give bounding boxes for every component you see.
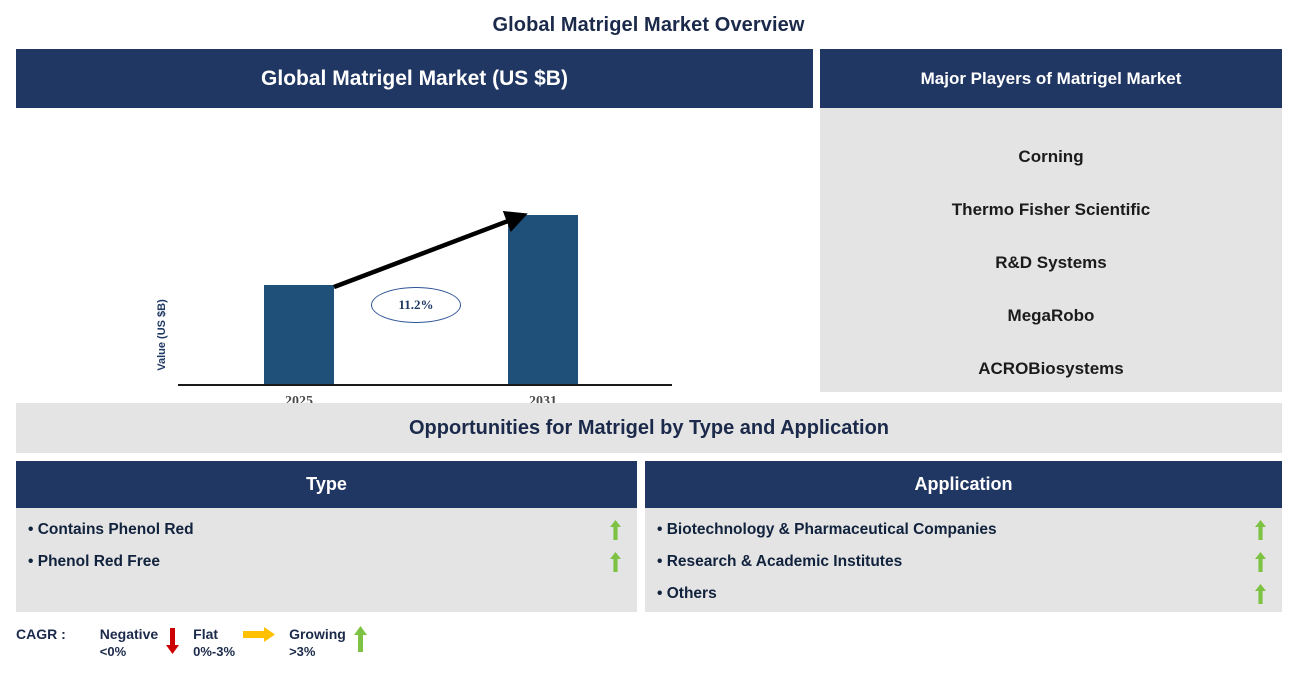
bar-2031	[508, 215, 578, 384]
application-table: Application • Biotechnology & Pharmaceut…	[645, 461, 1282, 612]
arrow-up-green-icon	[1255, 584, 1266, 604]
chart-x-axis-line	[178, 384, 672, 386]
arrow-up-green-icon	[610, 520, 621, 540]
table-row: • Contains Phenol Red	[16, 514, 637, 546]
major-players-card: Major Players of Matrigel Market Corning…	[820, 49, 1282, 392]
list-item: ACROBiosystems	[978, 359, 1124, 378]
cagr-legend-entry-flat: Flat 0%-3%	[193, 626, 283, 660]
players-list: Corning Thermo Fisher Scientific R&D Sys…	[820, 108, 1282, 392]
arrow-down-red-icon	[166, 628, 180, 654]
players-card-header: Major Players of Matrigel Market	[820, 49, 1282, 108]
market-chart-card: Global Matrigel Market (US $B) Value (US…	[16, 49, 813, 480]
cagr-legend-range: 0%-3%	[193, 644, 236, 659]
cagr-growth-arrow-icon	[333, 210, 528, 290]
chart-card-header: Global Matrigel Market (US $B)	[16, 49, 813, 108]
cagr-legend-range: >3%	[289, 644, 316, 659]
application-table-body: • Biotechnology & Pharmaceutical Compani…	[645, 508, 1282, 612]
table-row-label: • Research & Academic Institutes	[657, 553, 903, 570]
table-row-label: • Contains Phenol Red	[28, 521, 194, 538]
arrow-up-green-icon	[353, 626, 367, 652]
list-item: R&D Systems	[995, 253, 1107, 272]
arrow-right-yellow-icon	[243, 627, 276, 642]
cagr-value-badge: 11.2%	[371, 287, 461, 323]
cagr-legend-range: <0%	[99, 644, 127, 659]
table-row: • Research & Academic Institutes	[645, 546, 1282, 578]
cagr-legend-title: CAGR :	[16, 626, 66, 642]
arrow-up-green-icon	[1255, 520, 1266, 540]
table-row: • Phenol Red Free	[16, 546, 637, 578]
opportunities-banner: Opportunities for Matrigel by Type and A…	[16, 403, 1282, 453]
table-row-label: • Others	[657, 585, 717, 602]
table-row-label: • Phenol Red Free	[28, 553, 161, 570]
list-item: Corning	[1018, 147, 1084, 166]
type-table-body: • Contains Phenol Red • Phenol Red Free	[16, 508, 637, 612]
cagr-legend-entry-growing: Growing >3%	[289, 626, 375, 660]
chart-y-axis-title: Value (US $B)	[156, 299, 168, 371]
table-row: • Others	[645, 578, 1282, 610]
cagr-legend-word: Growing	[289, 626, 346, 642]
cagr-legend-entry-negative: Negative <0%	[100, 626, 187, 660]
table-row-label: • Biotechnology & Pharmaceutical Compani…	[657, 521, 997, 538]
arrow-up-green-icon	[610, 552, 621, 572]
cagr-legend-word: Negative	[99, 626, 159, 642]
list-item: Thermo Fisher Scientific	[951, 200, 1151, 219]
type-table-header: Type	[16, 461, 637, 508]
application-table-header: Application	[645, 461, 1282, 508]
page-title: Global Matrigel Market Overview	[492, 14, 805, 36]
cagr-legend-word: Flat	[193, 626, 219, 642]
table-row: • Biotechnology & Pharmaceutical Compani…	[645, 514, 1282, 546]
cagr-legend: CAGR : Negative <0% Flat 0%-3% Growing >…	[16, 626, 616, 670]
list-item: MegaRobo	[1007, 306, 1095, 325]
arrow-up-green-icon	[1255, 552, 1266, 572]
bar-chart: Value (US $B) 11.2% 2025 2031 Source : L…	[16, 108, 813, 480]
bar-2025	[264, 285, 334, 384]
type-table: Type • Contains Phenol Red • Phenol Red …	[16, 461, 637, 612]
